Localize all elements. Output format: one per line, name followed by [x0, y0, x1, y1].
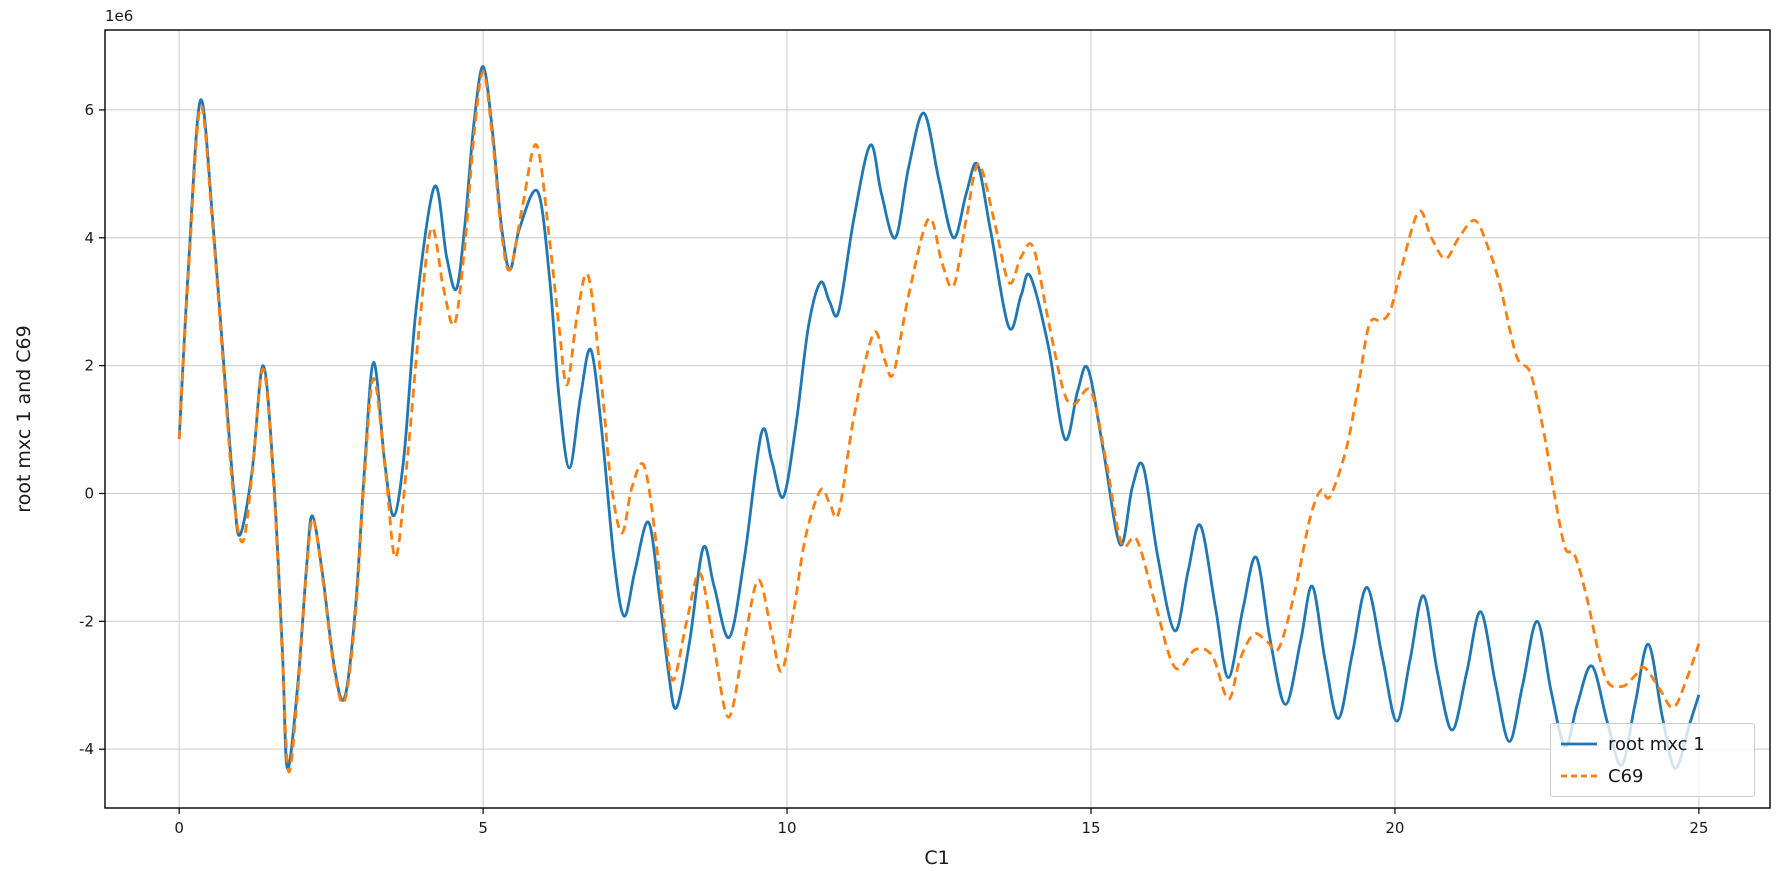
x-tick-label: 25 [1689, 819, 1708, 837]
y-tick-label: 0 [84, 484, 94, 502]
y-tick-label: 4 [84, 229, 94, 247]
series-line-c69 [177, 70, 1701, 774]
series-paths [177, 64, 1701, 774]
x-tick-label: 10 [778, 819, 797, 837]
y-axis-offset-label: 1e6 [105, 7, 133, 25]
legend-label-root-mxc-1: root mxc 1 [1608, 733, 1705, 755]
legend-entry-root-mxc-1: root mxc 1 [1560, 731, 1744, 757]
series-line-root-mxc-1 [177, 64, 1701, 770]
legend-line-sample-solid [1561, 742, 1597, 746]
x-axis-label: C1 [924, 847, 949, 869]
legend: root mxc 1 C69 [1550, 723, 1755, 797]
legend-line-sample-dashed [1561, 774, 1597, 778]
x-tick-label: 20 [1385, 819, 1404, 837]
y-axis-label: root mxc 1 and C69 [13, 325, 35, 512]
legend-entry-c69: C69 [1560, 763, 1744, 789]
axis-ticks [99, 109, 1700, 814]
plot-border [104, 29, 1771, 809]
grid-lines [105, 30, 1770, 808]
y-tick-label: 6 [84, 101, 94, 119]
x-tick-label: 0 [174, 819, 184, 837]
tick-labels: 0 5 10 15 20 25 -4 -2 0 2 4 6 [79, 101, 1708, 837]
y-tick-label: -4 [79, 740, 94, 758]
x-tick-label: 15 [1081, 819, 1100, 837]
legend-label-c69: C69 [1608, 765, 1644, 787]
x-tick-label: 5 [478, 819, 488, 837]
y-tick-label: 2 [84, 357, 94, 375]
y-tick-label: -2 [79, 612, 94, 630]
